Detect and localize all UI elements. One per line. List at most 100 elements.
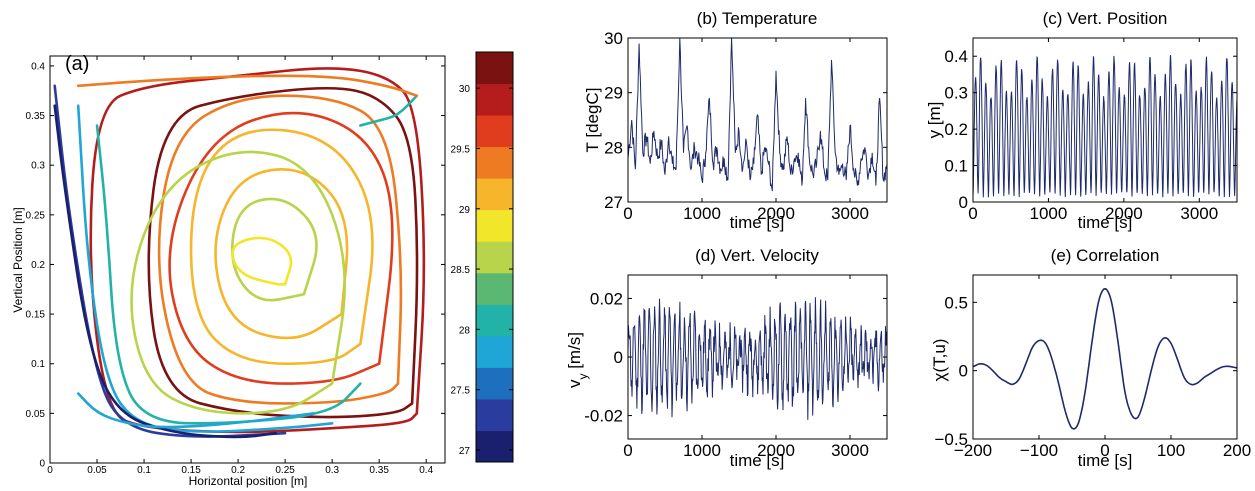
colorbar-tick-label: 29.5 <box>451 144 471 155</box>
x-tick-label: 0.2 <box>231 465 245 476</box>
y-axis-label-d: vy [m/s] <box>565 332 590 388</box>
colorbar-frame <box>475 51 514 463</box>
chart-title-b: (b) Temperature <box>697 9 818 28</box>
x-tick-label: 2000 <box>1105 204 1143 223</box>
y-tick-label: 0.35 <box>26 111 46 122</box>
colorbar-segment <box>476 209 513 242</box>
y-tick-label: 29 <box>604 84 623 103</box>
y-tick-label: 0.1 <box>31 359 45 370</box>
x-axis-label-a: Horizontal position [m] <box>189 474 308 488</box>
axes-e: −200 −100 0 100 200 −0.5 0 0.5 <box>934 274 1251 460</box>
trajectory-5 <box>214 168 349 340</box>
series-line-velocity <box>628 297 887 420</box>
series-line-temperature <box>628 38 887 192</box>
colorbar-tick-label: 27 <box>459 446 471 457</box>
colorbar-segment <box>476 367 513 400</box>
x-tick-label: 3000 <box>831 204 869 223</box>
trajectory-8 <box>130 150 346 415</box>
chart-title-e: (e) Correlation <box>1051 246 1160 265</box>
trajectory-0 <box>89 67 426 434</box>
axes-a: 0 0.05 0.1 0.15 0.2 0.25 0.3 0.35 0.4 0 0.05 0.1 0.1… <box>26 55 446 476</box>
y-axis-label-e: χ(T,u) <box>930 339 949 382</box>
colorbar-tick-label: 28.5 <box>451 265 471 276</box>
x-tick-label: 0 <box>47 465 53 476</box>
x-tick-label: 1000 <box>683 441 721 460</box>
series-line-correlation <box>973 287 1237 430</box>
chart-title-c: (c) Vert. Position <box>1043 9 1168 28</box>
x-tick-label: 100 <box>1157 441 1185 460</box>
series-line-position <box>973 55 1237 198</box>
y-tick-label: 0.2 <box>944 120 968 139</box>
axes-frame <box>627 274 888 440</box>
trajectory-7 <box>231 236 293 286</box>
y-tick-label: 0.4 <box>944 47 968 66</box>
trajectory-group <box>53 67 426 439</box>
y-tick-label: 30 <box>604 29 623 48</box>
x-axis-label-b: time [s] <box>730 213 785 232</box>
panel-e: (e) Correlation −200 −100 0 100 200−0.500.5 … <box>930 246 1251 470</box>
x-tick-label: 0.4 <box>419 465 433 476</box>
y-tick-label: 27 <box>604 193 623 212</box>
x-tick-label: −200 <box>954 441 992 460</box>
axes-frame <box>972 274 1238 440</box>
colorbar-segment <box>476 398 513 431</box>
trajectory-2 <box>157 94 403 405</box>
y-tick-label: 0.3 <box>944 84 968 103</box>
y-tick-label: 0.05 <box>26 409 46 420</box>
axes-frame <box>627 37 888 203</box>
panel-b: (b) Temperature 0 1000 2000 3000 27 28 29 30 ti… <box>583 9 888 232</box>
trajectory-9 <box>95 124 362 425</box>
x-tick-label: 0.15 <box>181 465 201 476</box>
y-tick-label: 0.3 <box>31 161 45 172</box>
colorbar-tick-label: 29 <box>459 205 471 216</box>
panel-a: 0 0.05 0.1 0.15 0.2 0.25 0.3 0.35 0.4 0 0.05 0.1 0.1… <box>11 51 514 488</box>
x-tick-label: 0.3 <box>325 465 339 476</box>
trajectory-3 <box>168 111 394 385</box>
colorbar-segment <box>476 178 513 211</box>
y-axis-label-c: y [m] <box>925 102 944 139</box>
trajectory-1 <box>147 86 419 419</box>
colorbar-segment <box>476 146 513 179</box>
trajectory-15 <box>76 74 419 98</box>
y-axis-label-b: T [degC] <box>583 88 602 153</box>
y-tick-label: 0.1 <box>944 157 968 176</box>
y-tick-label: 0 <box>39 459 45 470</box>
y-tick-label: 0 <box>614 348 623 367</box>
colorbar-segment <box>476 430 513 463</box>
trajectory-13 <box>76 392 315 429</box>
colorbar-tick-label: 30 <box>459 84 471 95</box>
trajectory-10 <box>76 104 334 433</box>
colorbar: 27 27.5 28 28.5 29 29.5 30 <box>451 51 514 463</box>
x-tick-label: 0.1 <box>137 465 151 476</box>
x-tick-label: −100 <box>1020 441 1058 460</box>
y-tick-label: 0.02 <box>590 289 623 308</box>
y-tick-label: -0.02 <box>584 407 623 426</box>
y-tick-label: 0.4 <box>31 61 45 72</box>
x-axis-label-c: time [s] <box>1078 213 1133 232</box>
panel-d: (d) Vert. Velocity 0 1000 2000 3000-0.0200.… <box>565 246 888 470</box>
colorbar-tick-label: 27.5 <box>451 386 471 397</box>
x-tick-label: 0.35 <box>369 465 389 476</box>
x-axis-label-e: time [s] <box>1078 451 1133 470</box>
trajectory-4 <box>189 128 374 366</box>
trajectory-6 <box>230 197 318 302</box>
trajectory-12 <box>53 104 278 439</box>
axes-frame <box>972 37 1238 203</box>
x-tick-label: 0 <box>623 441 632 460</box>
colorbar-segment <box>476 304 513 337</box>
panel-c: (c) Vert. Position 0 1000 2000 300000.10.20… <box>925 9 1238 232</box>
y-axis-label-a: Vertical Position [m] <box>11 207 25 312</box>
x-tick-label: 3000 <box>1180 204 1218 223</box>
y-tick-label: 0.15 <box>26 310 46 321</box>
chart-title-d: (d) Vert. Velocity <box>695 246 819 265</box>
axes-frame <box>49 55 446 464</box>
colorbar-segment <box>476 335 513 368</box>
axes-c: 0 1000 2000 3000 0 0.1 0.2 0.3 0.4 <box>944 37 1238 223</box>
trajectory-14 <box>359 94 419 127</box>
x-tick-label: 200 <box>1223 441 1251 460</box>
x-tick-label: 1000 <box>683 204 721 223</box>
colorbar-segment <box>476 52 513 85</box>
x-tick-label: 0 <box>1100 441 1109 460</box>
y-tick-label: 0.2 <box>31 260 45 271</box>
